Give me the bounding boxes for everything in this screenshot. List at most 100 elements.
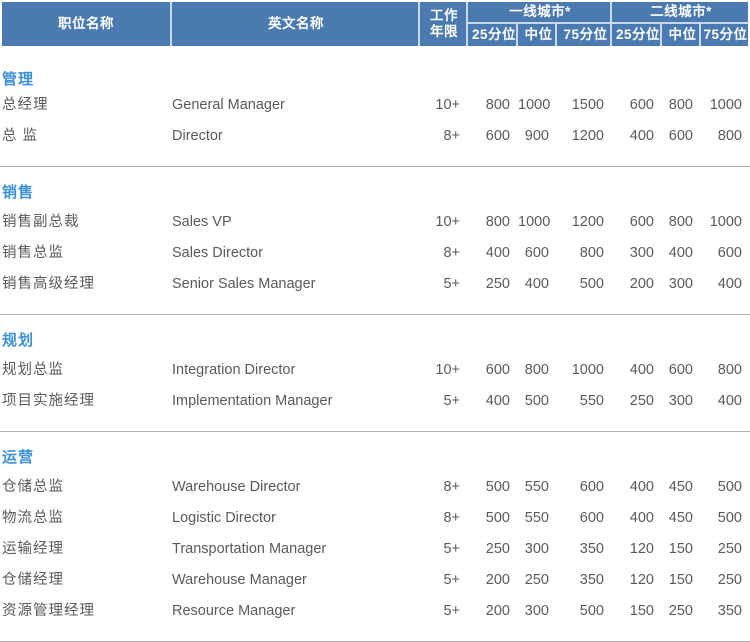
row-tier2-p75: 400 xyxy=(717,393,742,409)
header-tier1-p25: 25分位 xyxy=(471,27,517,43)
row-tier2-p75: 600 xyxy=(717,245,742,261)
row-tier2-median: 150 xyxy=(668,541,693,557)
table-row[interactable]: 仓储总监 Warehouse Director 8+ 500 550 600 400 450 5… xyxy=(0,472,750,503)
row-tier1-p75: 1200 xyxy=(571,214,604,230)
row-tier2-p25: 400 xyxy=(629,362,654,378)
section-4: 运营 仓储总监 Warehouse Director 8+ 500 550 600 400 45… xyxy=(0,442,750,642)
row-tier1-p75: 500 xyxy=(579,603,604,619)
row-tier2-p25: 200 xyxy=(629,276,654,292)
row-tier1-median: 1000 xyxy=(518,97,551,113)
row-tier1-p75: 350 xyxy=(579,541,604,557)
row-tier2-median: 400 xyxy=(668,245,693,261)
row-tier1-median: 300 xyxy=(524,603,549,619)
row-position-en: Warehouse Manager xyxy=(172,572,307,588)
row-position-cn: 规划总监 xyxy=(2,362,64,378)
header-group-tier1-underline xyxy=(468,22,612,24)
row-tier1-p25: 400 xyxy=(485,393,510,409)
row-tier1-p75: 600 xyxy=(579,510,604,526)
row-position-en: General Manager xyxy=(172,97,285,113)
row-position-en: Integration Director xyxy=(172,362,296,378)
table-row[interactable]: 总经理 General Manager 10+ 800 1000 1500 600 800 10… xyxy=(0,90,750,121)
row-tier2-median: 300 xyxy=(668,393,693,409)
section-separator xyxy=(0,431,750,432)
section-title: 销售 xyxy=(2,184,35,201)
row-tier2-p75: 350 xyxy=(717,603,742,619)
section-spacer xyxy=(0,152,750,166)
header-divider-8 xyxy=(699,24,701,46)
section-1: 管理总经理 General Manager 10+ 800 1000 1500 600 800… xyxy=(0,60,750,167)
section-spacer xyxy=(0,627,750,641)
header-divider-7 xyxy=(660,24,662,46)
header-divider-3 xyxy=(466,2,468,46)
row-tier2-p25: 120 xyxy=(629,572,654,588)
row-position-cn: 仓储经理 xyxy=(2,572,64,588)
row-position-cn: 总经理 xyxy=(2,97,49,113)
row-tier2-p25: 400 xyxy=(629,479,654,495)
row-position-cn: 销售副总裁 xyxy=(2,214,80,230)
row-position-en: Sales Director xyxy=(172,245,264,261)
row-years: 10+ xyxy=(435,362,460,378)
row-tier1-median: 500 xyxy=(524,393,549,409)
row-years: 5+ xyxy=(443,393,460,409)
row-tier1-p75: 350 xyxy=(579,572,604,588)
row-years: 5+ xyxy=(443,541,460,557)
row-years: 8+ xyxy=(443,479,460,495)
header-divider-6 xyxy=(610,2,612,46)
row-position-cn: 资源管理经理 xyxy=(2,603,95,619)
row-tier1-p75: 1500 xyxy=(571,97,604,113)
section-spacer xyxy=(0,417,750,431)
table-row[interactable]: 仓储经理 Warehouse Manager 5+ 200 250 350 120 150 25… xyxy=(0,565,750,596)
section-title: 运营 xyxy=(2,449,35,466)
table-row[interactable]: 项目实施经理 Implementation Manager 5+ 400 500 550 2… xyxy=(0,386,750,417)
header-group-tier2-underline xyxy=(612,22,748,24)
row-tier2-p25: 400 xyxy=(629,510,654,526)
row-tier2-median: 150 xyxy=(668,572,693,588)
header-col-position-name-en: 英文名称 xyxy=(268,16,324,32)
row-position-cn: 运输经理 xyxy=(2,541,64,557)
table-row[interactable]: 销售副总裁 Sales VP 10+ 800 1000 1200 600 800 1000 xyxy=(0,207,750,238)
row-tier2-p25: 600 xyxy=(629,97,654,113)
row-tier1-p25: 800 xyxy=(485,97,510,113)
row-tier2-p75: 500 xyxy=(717,479,742,495)
table-row[interactable]: 物流总监 Logistic Director 8+ 500 550 600 400 450 50… xyxy=(0,503,750,534)
row-position-cn: 项目实施经理 xyxy=(2,393,95,409)
header-edge-left xyxy=(0,0,2,48)
row-tier2-median: 800 xyxy=(668,97,693,113)
row-position-en: Warehouse Director xyxy=(172,479,301,495)
header-edge-top xyxy=(0,0,750,2)
header-col-work-years-line2: 年限 xyxy=(430,24,458,39)
section-spacer xyxy=(0,300,750,314)
table-row[interactable]: 运输经理 Transportation Manager 5+ 250 300 350 120… xyxy=(0,534,750,565)
section-title: 管理 xyxy=(2,71,35,88)
header-tier2-p75: 75分位 xyxy=(703,27,748,43)
header-divider-5 xyxy=(555,24,557,46)
row-tier2-median: 450 xyxy=(668,510,693,526)
row-tier1-p25: 600 xyxy=(485,362,510,378)
row-tier1-median: 300 xyxy=(524,541,549,557)
table-row[interactable]: 规划总监 Integration Director 10+ 600 800 1000 400… xyxy=(0,355,750,386)
table-row[interactable]: 资源管理经理 Resource Manager 5+ 200 300 500 150 250 3… xyxy=(0,596,750,627)
table-row[interactable]: 总 监 Director 8+ 600 900 1200 400 600 800 xyxy=(0,121,750,152)
header-group-tier2-city: 二线城市* xyxy=(650,4,712,20)
row-years: 10+ xyxy=(435,97,460,113)
row-tier2-median: 300 xyxy=(668,276,693,292)
header-divider-4 xyxy=(516,24,518,46)
row-tier1-p75: 550 xyxy=(579,393,604,409)
row-tier2-p25: 250 xyxy=(629,393,654,409)
row-tier1-p75: 500 xyxy=(579,276,604,292)
header-divider-2 xyxy=(418,2,420,46)
row-tier1-p25: 250 xyxy=(485,541,510,557)
table-row[interactable]: 销售高级经理 Senior Sales Manager 5+ 250 400 500 200… xyxy=(0,269,750,300)
header-tier2-median: 中位 xyxy=(668,27,697,43)
row-tier2-p25: 300 xyxy=(629,245,654,261)
row-tier1-p25: 500 xyxy=(485,479,510,495)
row-tier2-p75: 800 xyxy=(717,362,742,378)
row-position-en: Transportation Manager xyxy=(172,541,327,557)
row-position-en: Director xyxy=(172,128,223,144)
row-years: 10+ xyxy=(435,214,460,230)
table-row[interactable]: 销售总监 Sales Director 8+ 400 600 800 300 400 600 xyxy=(0,238,750,269)
row-tier1-p25: 200 xyxy=(485,572,510,588)
row-position-en: Sales VP xyxy=(172,214,232,230)
row-tier2-median: 600 xyxy=(668,362,693,378)
